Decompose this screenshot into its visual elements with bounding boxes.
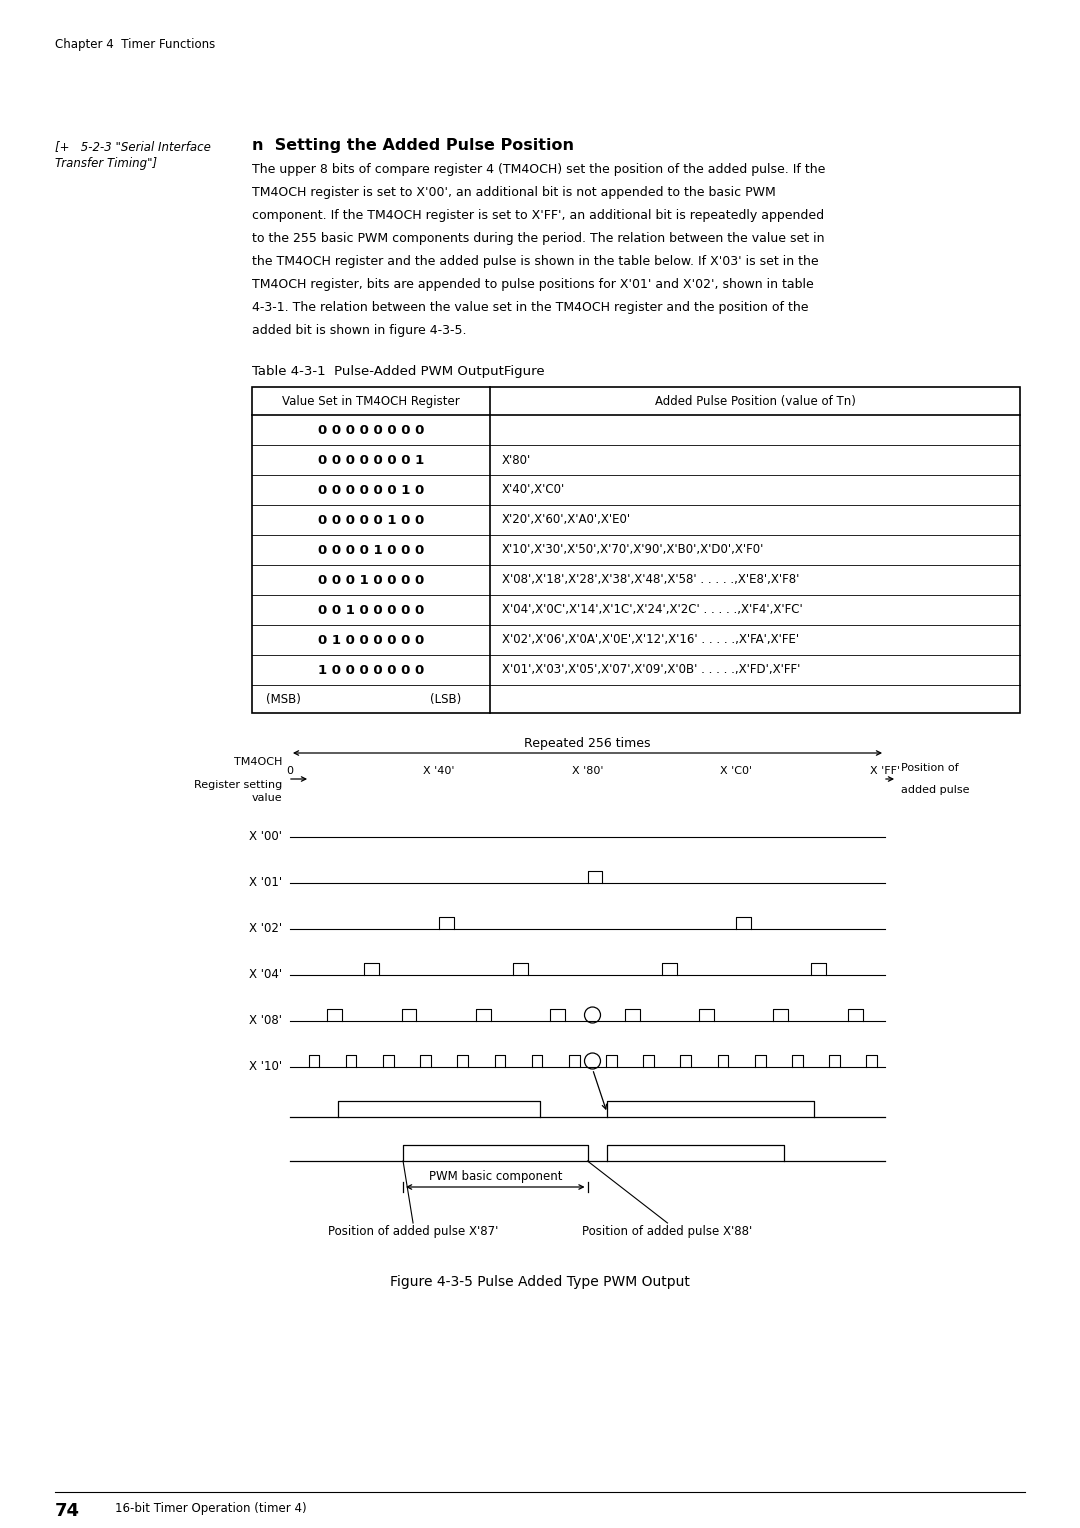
Text: Position of added pulse X'87': Position of added pulse X'87' [328,1225,498,1238]
Text: 0 0 0 0 0 0 0 1: 0 0 0 0 0 0 0 1 [318,454,424,466]
Text: 1 0 0 0 0 0 0 0: 1 0 0 0 0 0 0 0 [318,663,424,677]
Text: X '00': X '00' [249,831,282,843]
Text: X '10': X '10' [248,1060,282,1074]
Text: Position of added pulse X'88': Position of added pulse X'88' [582,1225,753,1238]
Text: (MSB): (MSB) [266,692,301,706]
Text: n  Setting the Added Pulse Position: n Setting the Added Pulse Position [252,138,573,153]
Text: X'20',X'60',X'A0',X'E0': X'20',X'60',X'A0',X'E0' [502,513,631,527]
Text: (LSB): (LSB) [430,692,461,706]
Text: TM4OCH register, bits are appended to pulse positions for X'01' and X'02', shown: TM4OCH register, bits are appended to pu… [252,278,813,290]
Text: X '02': X '02' [248,923,282,935]
Text: the TM4OCH register and the added pulse is shown in the table below. If X'03' is: the TM4OCH register and the added pulse … [252,255,819,267]
Text: X'10',X'30',X'50',X'70',X'90',X'B0',X'D0',X'F0': X'10',X'30',X'50',X'70',X'90',X'B0',X'D0… [502,544,765,556]
Text: 0 1 0 0 0 0 0 0: 0 1 0 0 0 0 0 0 [318,634,424,646]
Text: 4-3-1. The relation between the value set in the TM4OCH register and the positio: 4-3-1. The relation between the value se… [252,301,809,313]
Text: X '04': X '04' [248,969,282,981]
Text: X 'C0': X 'C0' [720,766,753,776]
Text: [+   5-2-3 "Serial Interface: [+ 5-2-3 "Serial Interface [55,141,211,153]
Text: X '08': X '08' [249,1015,282,1027]
Text: 0 0 1 0 0 0 0 0: 0 0 1 0 0 0 0 0 [318,604,424,616]
Text: Added Pulse Position (value of Tn): Added Pulse Position (value of Tn) [654,394,855,408]
Text: Table 4-3-1  Pulse-Added PWM OutputFigure: Table 4-3-1 Pulse-Added PWM OutputFigure [252,365,544,377]
Text: 74: 74 [55,1502,80,1520]
Text: X'80': X'80' [502,454,531,466]
Text: X'08',X'18',X'28',X'38',X'48',X'58' . . . . .,X'E8',X'F8': X'08',X'18',X'28',X'38',X'48',X'58' . . … [502,573,799,587]
Text: Transfer Timing"]: Transfer Timing"] [55,157,157,170]
Text: 0 0 0 0 0 0 0 0: 0 0 0 0 0 0 0 0 [318,423,424,437]
Text: X'01',X'03',X'05',X'07',X'09',X'0B' . . . . .,X'FD',X'FF': X'01',X'03',X'05',X'07',X'09',X'0B' . . … [502,663,800,677]
Text: X'02',X'06',X'0A',X'0E',X'12',X'16' . . . . .,X'FA',X'FE': X'02',X'06',X'0A',X'0E',X'12',X'16' . . … [502,634,799,646]
Text: X '80': X '80' [571,766,604,776]
Text: 0 0 0 0 0 1 0 0: 0 0 0 0 0 1 0 0 [318,513,424,527]
Text: TM4OCH: TM4OCH [233,756,282,767]
Text: Value Set in TM4OCH Register: Value Set in TM4OCH Register [282,394,460,408]
Text: X'04',X'0C',X'14',X'1C',X'24',X'2C' . . . . .,X'F4',X'FC': X'04',X'0C',X'14',X'1C',X'24',X'2C' . . … [502,604,802,616]
Text: added pulse: added pulse [901,785,970,795]
Text: Register setting: Register setting [193,779,282,790]
Text: component. If the TM4OCH register is set to X'FF', an additional bit is repeated: component. If the TM4OCH register is set… [252,209,824,222]
Text: Position of: Position of [901,762,959,773]
Text: X '40': X '40' [423,766,455,776]
Text: X '01': X '01' [248,877,282,889]
Text: 0 0 0 1 0 0 0 0: 0 0 0 1 0 0 0 0 [318,573,424,587]
Bar [252,387,1020,714]
Text: Repeated 256 times: Repeated 256 times [524,736,651,750]
Text: X 'FF': X 'FF' [869,766,900,776]
Text: 0 0 0 0 0 0 1 0: 0 0 0 0 0 0 1 0 [318,483,424,497]
Text: 0: 0 [286,766,294,776]
Text: X'40',X'C0': X'40',X'C0' [502,483,565,497]
Text: 0 0 0 0 1 0 0 0: 0 0 0 0 1 0 0 0 [318,544,424,556]
Text: added bit is shown in figure 4-3-5.: added bit is shown in figure 4-3-5. [252,324,467,338]
Text: The upper 8 bits of compare register 4 (TM4OCH) set the position of the added pu: The upper 8 bits of compare register 4 (… [252,163,825,176]
Text: TM4OCH register is set to X'00', an additional bit is not appended to the basic : TM4OCH register is set to X'00', an addi… [252,186,775,199]
Text: value: value [252,793,282,804]
Text: Figure 4-3-5 Pulse Added Type PWM Output: Figure 4-3-5 Pulse Added Type PWM Output [390,1274,690,1290]
Text: 16-bit Timer Operation (timer 4): 16-bit Timer Operation (timer 4) [114,1502,307,1514]
Text: Chapter 4  Timer Functions: Chapter 4 Timer Functions [55,38,215,50]
Text: to the 255 basic PWM components during the period. The relation between the valu: to the 255 basic PWM components during t… [252,232,824,244]
Text: PWM basic component: PWM basic component [429,1170,562,1183]
